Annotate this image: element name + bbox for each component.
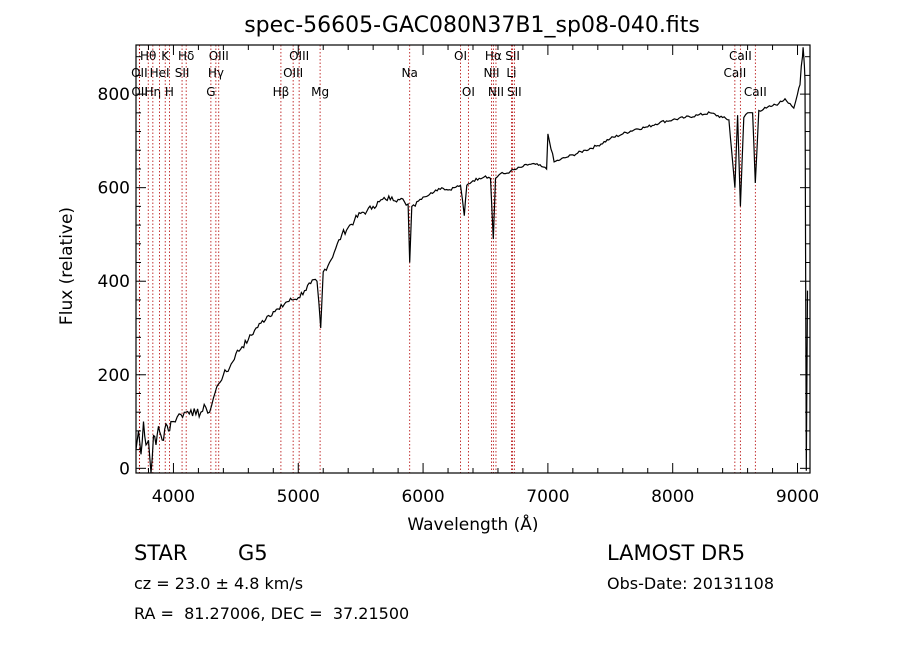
marker-label: Hβ [273,85,290,99]
marker-label: Hδ [178,49,194,63]
marker-label: Na [402,66,418,80]
chart-title: spec-56605-GAC080N37B1_sp08-040.fits [244,13,700,38]
coordinates: RA = 81.27006, DEC = 37.21500 [134,604,410,623]
y-axis-ticks: 0 200 400 600 800 [98,56,810,479]
marker-label: HeI [150,66,170,80]
y-tick-label: 800 [98,85,130,105]
y-tick-label: 0 [119,459,130,479]
marker-label: Hα [485,49,502,63]
marker-label: NII [488,85,504,99]
plot-frame [135,44,811,474]
y-tick-label: 600 [98,179,130,199]
x-tick-label: 8000 [651,487,694,507]
marker-label: H [165,85,174,99]
x-tick-label: 5000 [277,487,320,507]
marker-label: G [206,85,215,99]
spectral-subclass: G5 [238,541,268,565]
marker-label: Li [506,66,516,80]
marker-label: OIII [209,49,229,63]
x-axis-ticks: 4000 5000 6000 7000 8000 9000 [147,45,819,507]
y-tick-label: 400 [98,272,130,292]
marker-label: CaII [729,49,752,63]
marker-label: OIII [289,49,309,63]
marker-label: OI [462,85,475,99]
marker-label: OIII [283,66,303,80]
x-tick-label: 9000 [776,487,819,507]
marker-label: NII [483,66,499,80]
object-type: STAR [134,541,188,565]
redshift-cz: cz = 23.0 ± 4.8 km/s [134,574,304,593]
marker-label: CaII [744,85,767,99]
x-tick-label: 4000 [152,487,195,507]
spectrum-line [135,47,809,474]
observation-date: Obs-Date: 20131108 [607,574,775,593]
x-tick-label: 6000 [401,487,444,507]
marker-label: SII [175,66,190,80]
survey-name: LAMOST DR5 [607,541,746,565]
marker-label: Hγ [208,66,224,80]
marker-label: Mg [311,85,329,99]
marker-label: SII [507,85,522,99]
marker-label: SII [505,49,520,63]
marker-label: CaII [723,66,746,80]
y-tick-label: 200 [98,366,130,386]
x-tick-label: 7000 [526,487,569,507]
y-axis-label: Flux (relative) [57,207,77,325]
marker-label: Hθ [140,49,156,63]
marker-label: K [161,49,170,63]
marker-label: OI [454,49,467,63]
x-axis-label: Wavelength (Å) [407,513,538,535]
marker-label: Hη [145,85,162,99]
